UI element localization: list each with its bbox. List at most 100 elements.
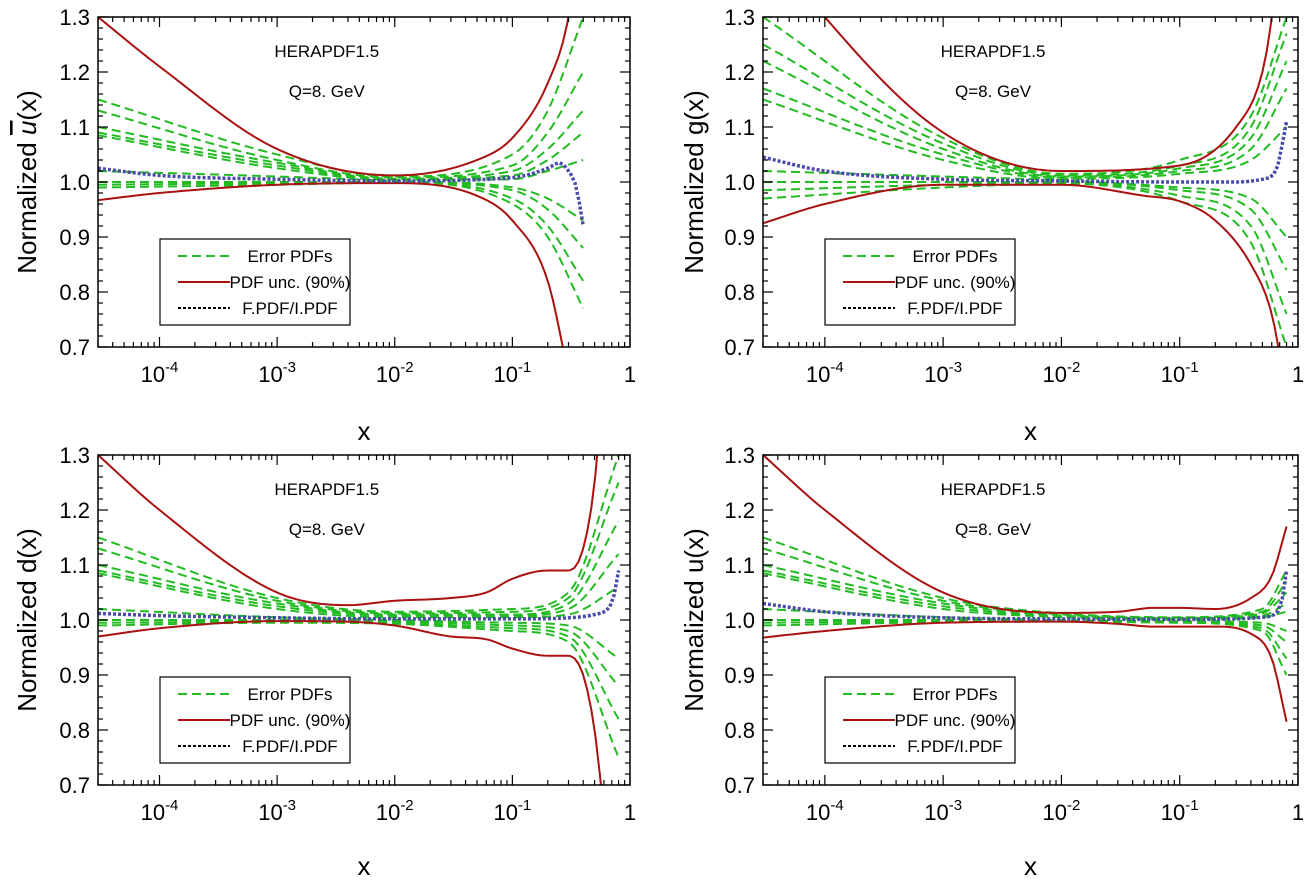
x-tick-label: 10-1 xyxy=(1161,359,1199,387)
legend-label: F.PDF/I.PDF xyxy=(242,299,337,318)
x-tick-label: 10-3 xyxy=(258,797,296,825)
y-tick-label: 1.0 xyxy=(724,608,755,633)
y-tick-label: 1.0 xyxy=(59,170,90,195)
y-tick-label: 0.7 xyxy=(724,773,755,798)
x-tick-label: 1 xyxy=(1292,362,1304,387)
ratio-line xyxy=(763,570,1289,622)
pdf-unc-line xyxy=(98,620,602,785)
error-pdf-line xyxy=(763,620,1288,676)
y-tick-label: 1.3 xyxy=(724,443,755,468)
pdf-set-label: HERAPDF1.5 xyxy=(274,480,379,499)
y-tick-label: 0.8 xyxy=(724,280,755,305)
error-pdf-line xyxy=(763,170,1288,238)
x-tick-label: 10-1 xyxy=(493,359,531,387)
y-tick-label: 1.1 xyxy=(59,115,90,140)
pdf-unc-line xyxy=(763,183,1280,347)
legend-label: F.PDF/I.PDF xyxy=(242,737,337,756)
x-tick-label: 10-3 xyxy=(258,359,296,387)
error-pdf-line xyxy=(763,182,1288,315)
x-tick-label: 10-2 xyxy=(1043,797,1081,825)
legend-label: Error PDFs xyxy=(248,685,333,704)
y-axis-label: Normalized u(x) xyxy=(12,90,42,274)
x-axis-label: x xyxy=(1024,851,1037,881)
y-tick-label: 0.8 xyxy=(724,718,755,743)
pdf-set-label: HERAPDF1.5 xyxy=(274,42,379,61)
x-tick-label: 10-4 xyxy=(806,797,844,825)
error-pdf-line xyxy=(98,170,584,222)
x-tick-label: 1 xyxy=(1292,800,1304,825)
error-pdf-line xyxy=(763,17,1288,175)
x-tick-label: 10-2 xyxy=(376,797,414,825)
error-pdf-line xyxy=(98,482,620,615)
y-tick-label: 1.2 xyxy=(59,498,90,523)
y-tick-label: 1.1 xyxy=(59,553,90,578)
y-tick-label: 1.0 xyxy=(59,608,90,633)
y-tick-label: 0.7 xyxy=(59,335,90,360)
y-tick-label: 1.2 xyxy=(724,60,755,85)
pdf-unc-line xyxy=(98,17,570,177)
y-tick-label: 0.9 xyxy=(59,225,90,250)
error-pdf-line xyxy=(763,181,1288,271)
y-tick-label: 0.8 xyxy=(59,280,90,305)
y-tick-label: 0.8 xyxy=(59,718,90,743)
legend: Error PDFs PDF unc. (90%) F.PDF/I.PDF xyxy=(824,238,1016,326)
ratio-line xyxy=(98,160,585,227)
y-tick-label: 1.3 xyxy=(59,5,90,30)
scale-label: Q=8. GeV xyxy=(289,520,366,539)
error-pdf-line xyxy=(98,134,584,181)
x-tick-label: 10-4 xyxy=(806,359,844,387)
error-pdf-line xyxy=(98,109,584,180)
y-tick-label: 0.9 xyxy=(59,663,90,688)
legend-label: PDF unc. (90%) xyxy=(895,273,1016,292)
x-axis-label: x xyxy=(358,416,371,446)
error-pdf-line xyxy=(98,621,620,758)
y-axis-label: Normalized u(x) xyxy=(679,528,709,712)
x-tick-label: 1 xyxy=(624,362,636,387)
panel-g: 10-4 10-3 10-2 10-1 1 0.7 0.8 0.9 1.0 1.1 1.2 1.3 No… xyxy=(679,5,1304,446)
legend-label: Error PDFs xyxy=(913,247,998,266)
scale-label: Q=8. GeV xyxy=(955,82,1032,101)
pdf-unc-line xyxy=(98,455,599,607)
legend-label: Error PDFs xyxy=(248,247,333,266)
plot-area xyxy=(763,17,1289,347)
scale-label: Q=8. GeV xyxy=(289,82,366,101)
error-pdf-line xyxy=(98,553,620,617)
error-pdf-line xyxy=(98,572,620,619)
panel-d: 10-4 10-3 10-2 10-1 1 0.7 0.8 0.9 1.0 1.1 1.2 1.3 No… xyxy=(12,443,636,881)
plot-area xyxy=(98,455,621,785)
error-pdf-line xyxy=(763,87,1288,179)
y-axis-label: Normalized d(x) xyxy=(12,528,42,712)
plot-area xyxy=(98,17,585,347)
x-tick-label: 10-2 xyxy=(376,359,414,387)
panel-u: 10-4 10-3 10-2 10-1 1 0.7 0.8 0.9 1.0 1.1 1.2 1.3 No… xyxy=(679,443,1304,881)
scale-label: Q=8. GeV xyxy=(955,520,1032,539)
y-tick-label: 0.9 xyxy=(724,225,755,250)
y-tick-label: 1.1 xyxy=(724,115,755,140)
x-axis-label: x xyxy=(358,851,371,881)
error-pdf-line xyxy=(98,520,620,616)
legend: Error PDFs PDF unc. (90%) F.PDF/I.PDF xyxy=(824,676,1016,764)
pdf-unc-line xyxy=(823,17,1273,172)
y-tick-label: 1.2 xyxy=(59,60,90,85)
error-pdf-line xyxy=(763,182,1288,347)
y-tick-label: 0.9 xyxy=(724,663,755,688)
x-tick-label: 1 xyxy=(624,800,636,825)
plot-area xyxy=(763,455,1289,722)
legend: Error PDFs PDF unc. (90%) F.PDF/I.PDF xyxy=(159,676,351,764)
x-tick-label: 10-1 xyxy=(493,797,531,825)
error-pdf-line xyxy=(763,33,1288,177)
y-tick-label: 0.7 xyxy=(724,335,755,360)
x-tick-label: 10-4 xyxy=(141,797,179,825)
y-tick-label: 0.7 xyxy=(59,773,90,798)
pdf-unc-line xyxy=(763,620,1288,722)
error-pdf-line xyxy=(763,547,1288,619)
y-tick-label: 1.3 xyxy=(724,5,755,30)
y-tick-label: 1.2 xyxy=(724,498,755,523)
x-axis-label: x xyxy=(1024,416,1037,446)
y-tick-label: 1.0 xyxy=(724,170,755,195)
legend-label: F.PDF/I.PDF xyxy=(907,299,1002,318)
pdf-unc-line xyxy=(763,455,1288,614)
error-pdf-line xyxy=(98,131,584,181)
legend-label: Error PDFs xyxy=(913,685,998,704)
